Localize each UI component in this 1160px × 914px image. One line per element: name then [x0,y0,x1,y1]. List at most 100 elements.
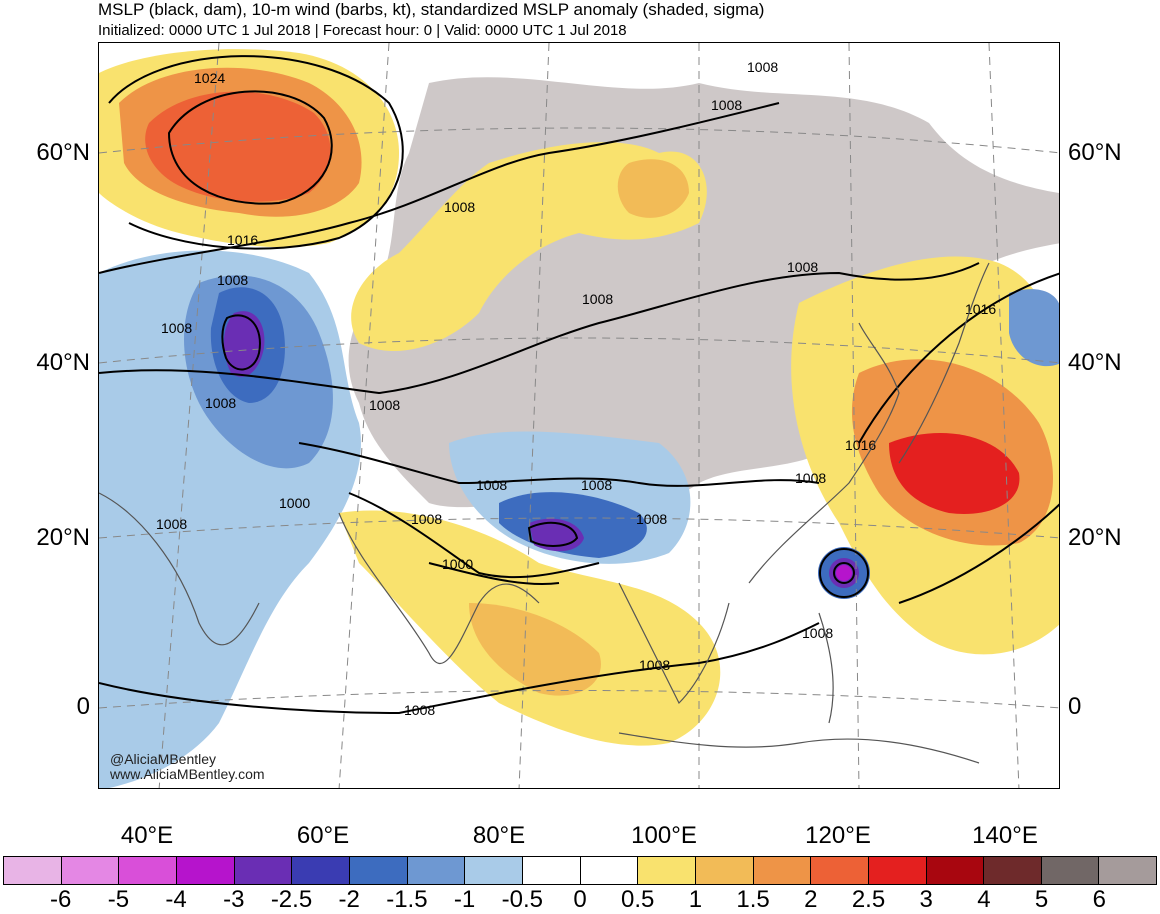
isobar-low-tibet [527,521,579,547]
anomaly-blue-northeast [1009,289,1059,367]
isobar-label: 1008 [787,259,818,275]
colorbar-tick-label: 0 [573,886,587,913]
colorbar-tick-label: 2 [804,886,818,913]
isobar-label: 1008 [369,397,400,413]
lat-label-left: 40°N [36,349,90,376]
isobar-1000-india [348,492,600,579]
typhoon-isobar-outer [819,548,869,598]
colorbar-tick-label: 0.5 [621,886,655,913]
isobar-label: 1008 [802,625,833,641]
colorbar-swatch [638,857,696,884]
lon-label: 120°E [805,822,871,849]
coastline-indonesia [618,732,980,764]
isobar-label: 1008 [217,272,248,288]
credit-handle: @AliciaMBentley [110,751,217,767]
graticule-line [518,43,550,788]
colorbar-swatch [522,857,581,884]
anomaly-shading [99,49,1059,788]
isobar-1008-north [99,102,780,274]
isobar-1016-east [898,503,1059,604]
colorbar-swatch [407,857,466,884]
isobar-low-caspian [221,314,261,371]
colorbar-tick-label: -6 [50,886,72,913]
coastline-indochina [618,582,730,705]
typhoon-isobar-inner [833,562,855,584]
isobar-label: 1008 [747,59,778,75]
isobar-1008-south [99,622,820,715]
lat-label-right: 40°N [1068,349,1122,376]
lon-label: 140°E [972,822,1038,849]
lat-label-right: 20°N [1068,524,1122,551]
coastline-philippines [818,612,834,724]
credit-website: www.AliciaMBentley.com [110,766,265,782]
colorbar-swatch [292,857,350,884]
graticule-line [99,337,1059,364]
isobar-1016-japan [858,272,1059,444]
anomaly-red-scandinavia [145,91,331,202]
colorbar-swatch [465,857,523,884]
colorbar-tick-label: -2.5 [270,886,313,913]
isobar-1008-asia [298,442,820,487]
coastline-china [748,322,900,584]
graticule-line [99,127,1059,154]
anomaly-colorbar [3,856,1157,885]
colorbar-swatch [984,857,1042,884]
colorbar-swatch [119,857,177,884]
map-subtitle: Initialized: 0000 UTC 1 Jul 2018 | Forec… [98,22,627,39]
isobar-label: 1000 [279,495,310,511]
anomaly-purple-caspian [223,311,265,377]
coastline-japan [898,262,990,464]
isobar-label: 1008 [161,320,192,336]
isobar-label: 1016 [965,301,996,317]
lon-label: 60°E [296,822,350,849]
isobar-label: 1008 [411,511,442,527]
isobar-label: 1000 [442,556,473,572]
author-credit: @AliciaMBentley www.AliciaMBentley.com [110,752,265,782]
colorbar-swatch [811,857,869,884]
lat-label-left: 0 [76,693,90,720]
lon-label: 40°E [120,822,174,849]
anomaly-red-japan [889,433,1020,514]
colorbar-tick-label: 5 [1034,886,1049,913]
colorbar-tick-label: -4 [165,886,187,913]
graticule-line [848,43,860,788]
colorbar-tick-label: -1 [453,886,476,913]
graticule-line [988,43,1020,788]
colorbar-tick-label: 2.5 [851,886,886,913]
anomaly-yellow-siberia [351,142,707,352]
isobar-label: 1008 [444,199,475,215]
colorbar-swatch [1041,857,1100,884]
isobars [99,55,1059,715]
isobar-label: 1008 [639,657,670,673]
colorbar-swatch [926,857,985,884]
lon-label: 100°E [631,822,697,849]
anomaly-orange-siberia [617,159,689,218]
colorbar-swatch [61,857,120,884]
lat-label-right: 60°N [1068,139,1122,166]
isobar-labels: 1024 1016 1008 1008 1008 1008 1008 1008 … [156,59,996,718]
lat-label-right: 0 [1068,693,1082,720]
isobar-label: 1024 [194,70,225,86]
map-canvas: 1024 1016 1008 1008 1008 1008 1008 1008 … [99,43,1059,788]
isobar-label: 1008 [404,702,435,718]
colorbar-swatch [234,857,293,884]
coastline-arabia [99,492,260,646]
coastline-india [338,512,540,664]
isobar-label: 1016 [845,437,876,453]
colorbar-tick-label: 6 [1092,886,1106,913]
colorbar-swatch [695,857,754,884]
isobar-label: 1016 [227,232,258,248]
isobar-label: 1008 [711,97,742,113]
graticule [99,43,1059,788]
colorbar-swatch [349,857,408,884]
map-title: MSLP (black, dam), 10-m wind (barbs, kt)… [98,0,765,19]
colorbar-swatch [4,857,62,884]
lat-label-left: 60°N [36,139,90,166]
colorbar-tick-label: 3 [919,886,933,913]
colorbar-tick-label: -3 [223,886,245,913]
isobar-label: 1008 [582,291,613,307]
graticule-line [99,690,1059,709]
colorbar-swatch [753,857,812,884]
coastlines [99,262,990,764]
isobar-label: 1008 [156,516,187,532]
